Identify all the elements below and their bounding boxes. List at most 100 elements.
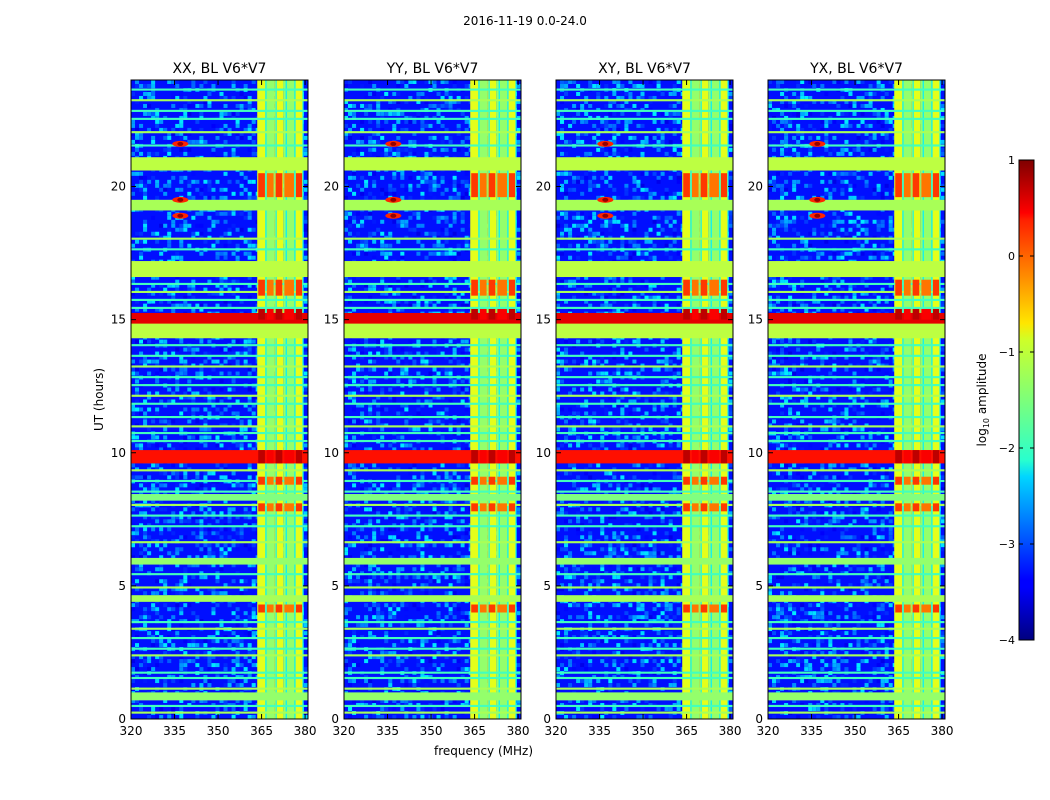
- heatmap-cell: [215, 239, 220, 244]
- heatmap-cell: [139, 95, 144, 100]
- heatmap-cell: [247, 387, 252, 392]
- heatmap-cell: [171, 127, 176, 132]
- heatmap-cell: [191, 683, 196, 688]
- heatmap-cell: [195, 223, 200, 228]
- heatmap-cell: [376, 103, 381, 108]
- heatmap-cell: [303, 179, 308, 184]
- heatmap-cell: [436, 563, 441, 568]
- heatmap-cell: [424, 387, 429, 392]
- heatmap-cell: [360, 639, 365, 644]
- heatmap-cell: [404, 219, 409, 224]
- heatmap-cell: [464, 407, 469, 412]
- heatmap-cell: [247, 395, 252, 400]
- time-row: [131, 237, 308, 240]
- heatmap-cell: [420, 551, 425, 556]
- heatmap-cell: [344, 379, 349, 384]
- heatmap-cell: [215, 275, 220, 280]
- heatmap-cell: [303, 215, 308, 220]
- heatmap-cell: [444, 355, 449, 360]
- heatmap-cell: [460, 227, 465, 232]
- heatmap-cell: [211, 123, 216, 128]
- heatmap-cell: [199, 519, 204, 524]
- heatmap-cell: [384, 151, 389, 156]
- heatmap-cell: [215, 283, 220, 288]
- time-row: [131, 704, 308, 708]
- heatmap-cell: [231, 147, 236, 152]
- heatmap-cell: [151, 607, 156, 612]
- heatmap-cell: [360, 391, 365, 396]
- heatmap-cell: [352, 219, 357, 224]
- heatmap-cell: [187, 603, 192, 608]
- heatmap-cell: [207, 391, 212, 396]
- heatmap-cell: [436, 651, 441, 656]
- heatmap-cell: [456, 447, 461, 452]
- heatmap-cell: [139, 555, 144, 560]
- heatmap-cell: [460, 211, 465, 216]
- rfi-blob: [284, 503, 294, 512]
- heatmap-cell: [396, 111, 401, 116]
- heatmap-cell: [227, 643, 232, 648]
- heatmap-cell: [227, 303, 232, 308]
- heatmap-cell: [368, 507, 373, 512]
- heatmap-cell: [380, 387, 385, 392]
- heatmap-cell: [131, 499, 136, 504]
- heatmap-cell: [183, 475, 188, 480]
- heatmap-cell: [191, 355, 196, 360]
- heatmap-cell: [464, 243, 469, 248]
- heatmap-cell: [179, 535, 184, 540]
- rfi-blob: [266, 503, 274, 512]
- heatmap-cell: [175, 551, 180, 556]
- heatmap-cell: [171, 399, 176, 404]
- heatmap-cell: [235, 119, 240, 124]
- heatmap-cell: [167, 243, 172, 248]
- heatmap-cell: [227, 80, 232, 84]
- heatmap-cell: [175, 379, 180, 384]
- heatmap-cell: [243, 179, 248, 184]
- heatmap-cell: [179, 579, 184, 584]
- heatmap-cell: [195, 471, 200, 476]
- heatmap-cell: [396, 131, 401, 136]
- heatmap-cell: [155, 435, 160, 440]
- heatmap-cell: [428, 135, 433, 140]
- heatmap-cell: [211, 83, 216, 88]
- heatmap-cell: [187, 643, 192, 648]
- x-tick-label: 320: [120, 724, 143, 738]
- heatmap-cell: [155, 307, 160, 312]
- time-row: [131, 117, 308, 120]
- heatmap-cell: [187, 179, 192, 184]
- heatmap-cell: [408, 80, 413, 84]
- heatmap-cell: [239, 171, 244, 176]
- heatmap-cell: [440, 139, 445, 144]
- heatmap-cell: [195, 407, 200, 412]
- heatmap-cell: [187, 435, 192, 440]
- heatmap-cell: [207, 227, 212, 232]
- heatmap-cell: [368, 367, 373, 372]
- heatmap-cell: [239, 663, 244, 668]
- heatmap-cell: [171, 615, 176, 620]
- heatmap-cell: [400, 127, 405, 132]
- heatmap-cell: [404, 223, 409, 228]
- heatmap-cell: [436, 387, 441, 392]
- heatmap-cell: [243, 515, 248, 520]
- heatmap-cell: [380, 175, 385, 180]
- heatmap-cell: [131, 411, 136, 416]
- heatmap-cell: [247, 407, 252, 412]
- heatmap-cell: [516, 287, 521, 292]
- time-row: [131, 88, 308, 91]
- heatmap-cell: [436, 111, 441, 116]
- heatmap-cell: [380, 111, 385, 116]
- heatmap-cell: [516, 511, 521, 516]
- heatmap-cell: [348, 211, 353, 216]
- heatmap-cell: [404, 351, 409, 356]
- time-row: [131, 647, 308, 650]
- heatmap-cell: [456, 575, 461, 580]
- heatmap-cell: [151, 435, 156, 440]
- heatmap-cell: [424, 379, 429, 384]
- heatmap-cell: [408, 555, 413, 560]
- heatmap-cell: [368, 403, 373, 408]
- heatmap-cell: [303, 515, 308, 520]
- heatmap-cell: [155, 399, 160, 404]
- heatmap-cell: [396, 487, 401, 492]
- heatmap-cell: [139, 175, 144, 180]
- heatmap-cell: [227, 475, 232, 480]
